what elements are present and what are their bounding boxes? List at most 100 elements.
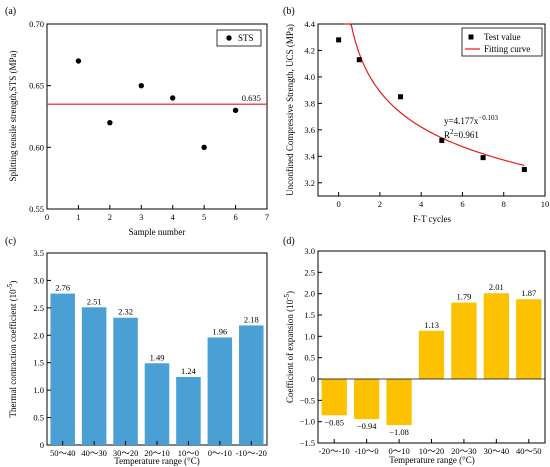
y-tick-label: 0.60 [29,142,44,152]
legend-box [461,27,543,57]
data-point [521,167,527,173]
y-tick-label: 4.4 [304,19,315,29]
panel-label-d: (d) [283,236,295,247]
series-points [336,37,527,173]
fit-equation: y=4.177x−0.103 [444,114,499,126]
x-tick-label: 5 [202,212,206,222]
y-tick-label: −1.0 [300,417,315,427]
data-point [138,82,144,89]
y-tick-label: 0 [40,440,44,450]
bar-value-label: −0.94 [357,421,377,431]
y-tick-label: 2.5 [304,267,315,277]
x-axis-title: Temperature range (°C) [389,455,474,465]
y-tick-label: 2.0 [304,289,315,299]
y-tick-label: −0.5 [300,395,315,405]
y-axis-title: Thermal contraction coefficient (10-5) [6,281,18,418]
x-tick-label: 0～-10 [208,448,232,458]
y-tick-label: 3.0 [33,275,44,285]
x-tick-label: 30～20 [113,448,139,458]
y-tick-label: 1.0 [304,331,315,341]
bar-value-label: 1.79 [456,292,471,302]
x-tick-label: 3 [139,212,143,222]
x-tick-label: 4 [171,212,176,222]
bar-value-label: 2.18 [244,314,259,324]
bar [386,379,412,426]
bar-value-label: −1.08 [389,427,409,437]
y-tick-label: 1.5 [33,358,44,368]
bars: 2.76 2.51 2.32 1.49 1.24 1.96 2.18 [50,283,264,445]
x-axis-title: Temperature range (°C) [114,456,199,466]
fitting-curve [343,23,525,167]
x-tick-label: -20～-10 [319,446,350,456]
x-tick-label: 2 [378,199,382,209]
bar-value-label: 1.96 [212,326,227,336]
bar [483,293,510,379]
y-tick-label: 2.0 [33,330,44,340]
bar [176,376,201,445]
chart-expansion-coefficient: −0.85 −0.94 −1.08 1.13 1.79 2.01 1.87 -20～-10-… [283,246,546,465]
y-tick-label: 2.5 [33,303,44,313]
bar [144,363,170,445]
panel-label-b: (b) [283,6,295,17]
reference-line-label: 0.635 [242,93,261,103]
x-tick-label: 50～40 [50,448,76,458]
bar-value-label: 1.13 [424,320,439,330]
x-axis-title: F-T cycles [413,214,452,224]
x-tick-label: 0 [337,199,341,209]
bar [113,317,138,445]
y-tick-label: 3.8 [304,98,315,108]
series-points [75,58,239,151]
data-point [398,94,404,100]
y-tick-label: 4.2 [304,45,315,55]
chart-ucs-vs-ft-cycles: 0 2 4 6 8 10 3.2 3.4 3.6 3.8 4.0 4.2 4.4 Unconfined … [285,19,549,224]
x-tick-label: 10～20 [419,446,445,456]
y-tick-label: 3.0 [304,246,315,256]
y-tick-label: 0.5 [33,413,44,423]
bar-value-label: 1.24 [181,366,197,376]
x-tick-label: 10 [541,199,550,209]
x-tick-label: 20～30 [451,446,477,456]
y-tick-label: 0.5 [304,353,315,363]
data-point [356,57,362,63]
x-tick-label: 1 [76,212,80,222]
bar-value-label: −0.85 [324,417,344,427]
chart-thermal-contraction: 2.76 2.51 2.32 1.49 1.24 1.96 2.18 50～40 40～30 3… [6,248,268,466]
data-point [201,144,207,151]
y-tick-label: 1.0 [33,385,44,395]
x-tick-label: 4 [419,199,424,209]
axis-ticks: 0 2 4 6 8 10 3.2 3.4 3.6 3.8 4.0 4.2 4.4 [304,19,549,209]
data-point [107,119,113,126]
legend-marker-test-value [468,34,474,40]
x-tick-label: 6 [460,199,464,209]
y-tick-label: 1.5 [304,310,315,320]
legend-marker [226,35,232,41]
bar-value-label: 1.87 [521,288,536,298]
y-tick-label: 3.6 [304,125,315,135]
data-point [336,37,342,43]
data-point [232,107,239,114]
y-tick-label: 0 [311,374,315,384]
bar [207,337,233,445]
x-tick-label: 40～30 [81,448,107,458]
x-tick-label: 6 [233,212,237,222]
legend-label-test-value: Test value [484,32,521,42]
panel-label-a: (a) [5,6,16,17]
bar [451,302,477,379]
bars: −0.85 −0.94 −1.08 1.13 1.79 2.01 1.87 [321,282,542,437]
y-tick-label: 0.70 [29,19,44,29]
bar-value-label: 1.49 [150,352,165,362]
bar-value-label: 2.51 [87,296,102,306]
data-point [75,58,82,64]
y-axis-title: Unconfined Compressive Strength, UCS (MP… [285,24,295,196]
data-point [170,95,176,101]
y-tick-label: 0.55 [29,204,44,214]
x-tick-label: 8 [502,199,506,209]
legend-label: STS [238,33,254,43]
legend-box [216,29,262,47]
y-tick-label: 4.0 [304,72,315,82]
axis-ticks: 0 1 2 3 4 5 6 7 0.55 0.60 0.65 0.70 [29,19,269,222]
x-tick-label: 0～10 [388,446,409,456]
bar [81,307,107,445]
x-axis-title: Sample number [129,227,186,237]
